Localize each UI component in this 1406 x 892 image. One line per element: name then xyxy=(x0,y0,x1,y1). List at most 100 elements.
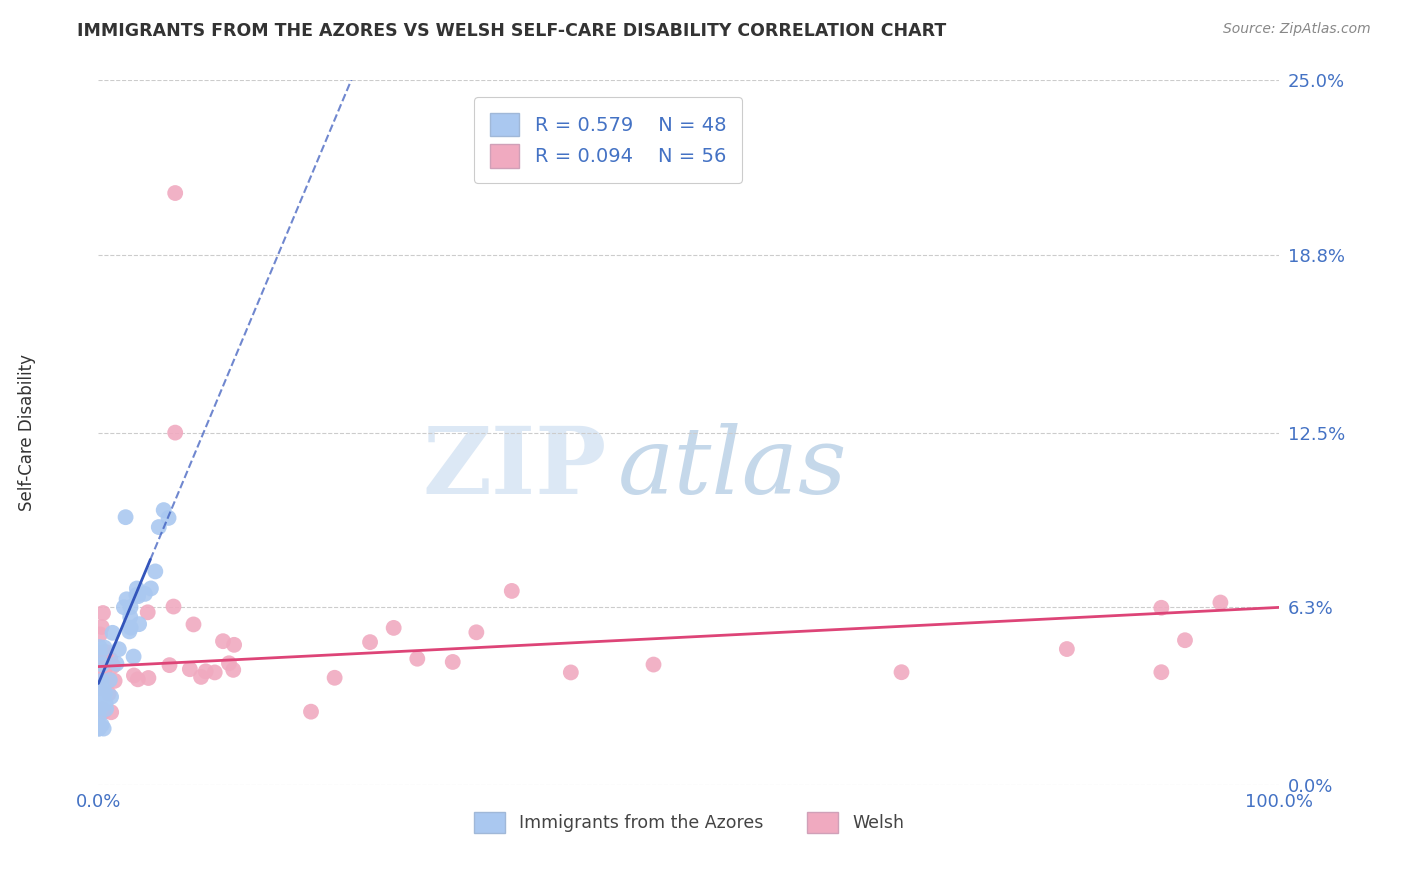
Point xyxy=(148,520,170,534)
Point xyxy=(89,684,111,698)
Point xyxy=(90,681,112,695)
Point xyxy=(94,702,117,716)
Point xyxy=(120,621,142,635)
Point xyxy=(98,673,121,687)
Point xyxy=(165,186,187,200)
Point xyxy=(406,651,429,665)
Point xyxy=(323,671,346,685)
Text: Source: ZipAtlas.com: Source: ZipAtlas.com xyxy=(1223,22,1371,37)
Point xyxy=(165,425,187,440)
Point xyxy=(143,565,166,579)
Point xyxy=(87,709,110,723)
Point xyxy=(90,684,112,698)
Point xyxy=(89,647,111,661)
Point xyxy=(90,620,112,634)
Point xyxy=(87,653,110,667)
Point xyxy=(93,649,115,664)
Point xyxy=(122,668,145,682)
Point xyxy=(157,511,180,525)
Point xyxy=(441,655,464,669)
Point xyxy=(89,627,111,641)
Point xyxy=(127,589,149,603)
Point xyxy=(122,649,145,664)
Point xyxy=(1056,642,1078,657)
Point xyxy=(127,673,149,687)
Point xyxy=(179,662,201,676)
Point xyxy=(108,642,131,657)
Point xyxy=(138,671,160,685)
Point xyxy=(382,621,405,635)
Point xyxy=(299,705,322,719)
Text: IMMIGRANTS FROM THE AZORES VS WELSH SELF-CARE DISABILITY CORRELATION CHART: IMMIGRANTS FROM THE AZORES VS WELSH SELF… xyxy=(77,22,946,40)
Point xyxy=(90,690,112,704)
Point xyxy=(1150,600,1173,615)
Point xyxy=(90,692,112,706)
Point xyxy=(136,605,159,619)
Point xyxy=(100,705,122,719)
Point xyxy=(87,668,110,682)
Point xyxy=(89,657,111,671)
Y-axis label: Self-Care Disability: Self-Care Disability xyxy=(18,354,37,511)
Point xyxy=(91,702,114,716)
Point xyxy=(101,659,124,673)
Point xyxy=(91,657,114,672)
Point xyxy=(643,657,665,672)
Point xyxy=(190,670,212,684)
Point xyxy=(222,663,245,677)
Point xyxy=(560,665,582,680)
Point xyxy=(91,606,114,620)
Point xyxy=(87,722,110,736)
Point xyxy=(139,582,162,596)
Point xyxy=(104,673,127,688)
Point xyxy=(97,687,120,701)
Point xyxy=(100,690,122,704)
Point xyxy=(94,645,117,659)
Point xyxy=(91,691,114,706)
Point xyxy=(120,600,142,615)
Point xyxy=(112,600,135,615)
Point xyxy=(890,665,912,680)
Point xyxy=(125,588,148,602)
Text: ZIP: ZIP xyxy=(422,423,606,513)
Point xyxy=(89,648,111,663)
Point xyxy=(100,652,122,666)
Point xyxy=(90,667,112,681)
Point xyxy=(162,599,184,614)
Point xyxy=(87,677,110,691)
Point xyxy=(91,646,114,660)
Point xyxy=(128,617,150,632)
Point xyxy=(1174,633,1197,648)
Point xyxy=(159,658,181,673)
Point xyxy=(134,587,156,601)
Point xyxy=(125,582,148,596)
Point xyxy=(94,697,117,711)
Point xyxy=(105,657,128,671)
Legend: Immigrants from the Azores, Welsh: Immigrants from the Azores, Welsh xyxy=(460,797,918,847)
Point xyxy=(93,682,115,697)
Point xyxy=(94,686,117,700)
Point xyxy=(218,657,240,671)
Point xyxy=(91,687,114,701)
Point xyxy=(93,722,115,736)
Point xyxy=(90,682,112,697)
Point xyxy=(152,503,174,517)
Point xyxy=(89,681,111,695)
Point xyxy=(90,673,112,688)
Point xyxy=(114,510,136,524)
Point xyxy=(194,665,217,679)
Text: atlas: atlas xyxy=(619,423,848,513)
Point xyxy=(87,722,110,736)
Point xyxy=(224,638,246,652)
Point xyxy=(87,683,110,698)
Point xyxy=(90,718,112,732)
Point xyxy=(204,665,226,680)
Point xyxy=(465,625,488,640)
Point xyxy=(212,634,235,648)
Point xyxy=(115,592,138,607)
Point xyxy=(94,647,117,661)
Point xyxy=(89,673,111,687)
Point xyxy=(359,635,381,649)
Point xyxy=(501,583,523,598)
Point xyxy=(101,625,124,640)
Point xyxy=(93,640,115,655)
